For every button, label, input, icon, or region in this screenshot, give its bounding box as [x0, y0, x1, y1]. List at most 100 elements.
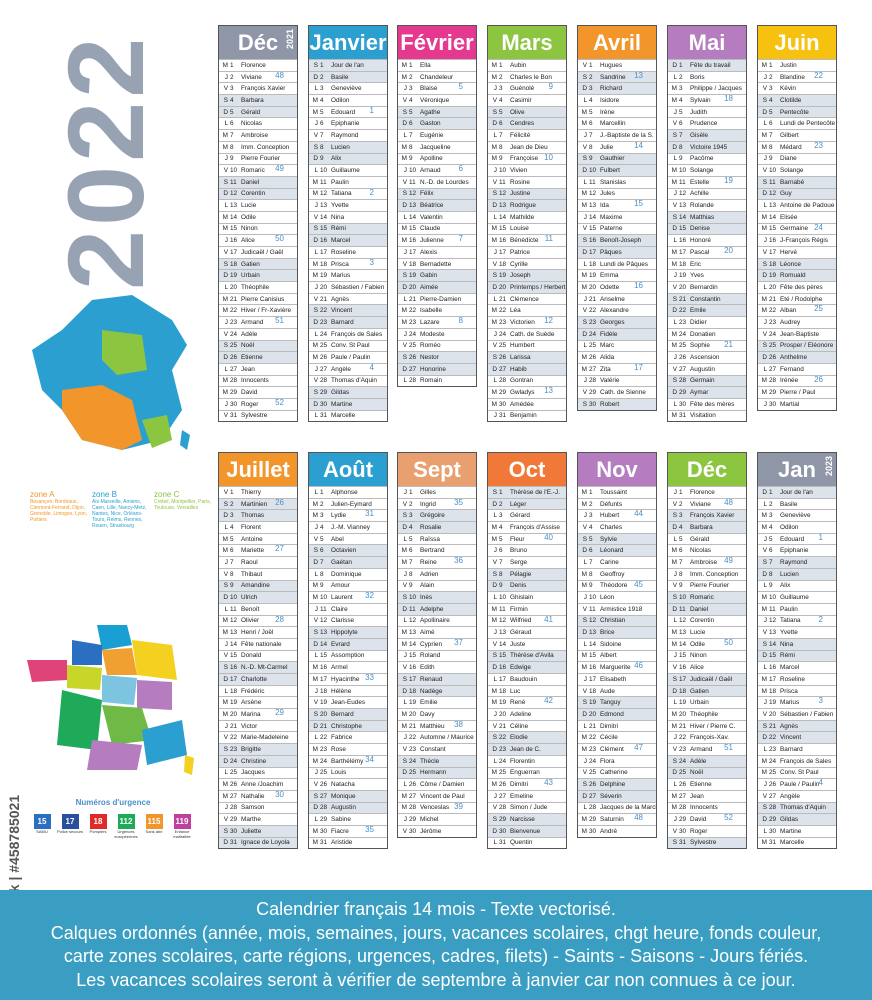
day-letter: V: [223, 816, 228, 824]
day-number: 16: [769, 237, 777, 245]
saint-name: Marcel: [331, 237, 351, 245]
day-row: M 1 Florence: [219, 59, 297, 71]
day-row: M 1 Toussaint: [578, 486, 656, 498]
day-number: 2: [589, 73, 593, 81]
day-row: D 3 Richard: [578, 82, 656, 95]
day-row: D 2 Basile: [309, 70, 387, 83]
day-letter: M: [761, 143, 767, 151]
day-row: J 19 Yves: [668, 269, 746, 281]
week-number: 4: [369, 362, 374, 372]
day-number: 21: [679, 295, 687, 303]
day-number: 1: [230, 61, 234, 69]
day-row: V 11 N.-D. de Lourdes: [398, 175, 476, 188]
day-letter: M: [222, 131, 228, 139]
day-number: 14: [230, 213, 238, 221]
month-11: Nov M 1 Toussaint M 2 Défunts J 3 Hubert 44 V 4 Charl…: [577, 452, 657, 838]
day-number: 16: [230, 237, 238, 245]
day-number: 15: [499, 225, 507, 233]
day-row: J 10 Arnaud 6: [398, 164, 476, 176]
day-row: J 2 Blandine 22: [758, 70, 836, 83]
day-letter: D: [402, 283, 407, 291]
day-letter: D: [223, 272, 228, 280]
saint-name: Marius: [331, 272, 351, 280]
day-number: 13: [769, 202, 777, 210]
month-name: Février: [400, 29, 474, 55]
day-row: D 13 Brice: [578, 626, 656, 638]
day-letter: S: [223, 582, 228, 590]
saint-name: Rodrigue: [510, 202, 536, 210]
day-number: 24: [499, 330, 507, 338]
saint-name: Christine: [241, 757, 267, 765]
saint-name: Michel: [420, 816, 439, 824]
saint-name: Richard: [600, 85, 623, 93]
day-number: 21: [769, 295, 777, 303]
day-letter: V: [672, 582, 677, 590]
day-letter: D: [402, 523, 407, 531]
saint-name: Zita: [600, 365, 611, 373]
day-letter: J: [403, 488, 407, 496]
day-row: V 27 Angèle: [758, 789, 836, 802]
day-number: 1: [589, 61, 593, 69]
month-8: Août L 1 Alphonse M 2 Julien-Eymard M 3 Lydie 31 J 4…: [308, 452, 388, 850]
day-row: V 8 Thibaut: [219, 567, 297, 580]
saint-name: Hiver / Pierre C.: [690, 722, 736, 730]
day-number: 24: [679, 330, 687, 338]
day-letter: M: [312, 190, 318, 198]
month-name: Mars: [501, 29, 553, 55]
day-letter: M: [581, 500, 587, 508]
day-row: D 20 Edmond: [578, 708, 656, 720]
day-letter: S: [492, 272, 497, 280]
day-letter: V: [672, 664, 677, 672]
saint-name: Brigitte: [241, 745, 261, 753]
day-row: V 31 Sylvestre: [219, 409, 297, 422]
day-row: V 21 Agnès: [309, 292, 387, 305]
day-number: 14: [320, 213, 328, 221]
day-row: J 23 Audrey: [758, 316, 836, 328]
week-number: 21: [724, 339, 733, 349]
day-letter: J: [493, 248, 497, 256]
saint-name: Chandeleur: [420, 73, 454, 81]
day-letter: D: [582, 248, 587, 256]
emergency-label: Pompiers: [89, 829, 107, 834]
saint-name: Juliette: [241, 827, 262, 835]
saint-name: Emma: [600, 272, 619, 280]
month-name: Mai: [688, 29, 726, 55]
day-number: 21: [409, 295, 417, 303]
day-letter: M: [491, 73, 497, 81]
day-letter: M: [581, 816, 587, 824]
saint-name: Gisèle: [690, 131, 709, 139]
day-row: V 10 Romaric 49: [219, 164, 297, 176]
day-row: M 29 Saturnin 48: [578, 813, 656, 825]
day-row: V 16 Edith: [398, 661, 476, 673]
day-letter: S: [762, 178, 767, 186]
emergency-item: 115 Sans abri: [140, 811, 168, 834]
day-number: 4: [409, 523, 413, 531]
day-letter: S: [762, 722, 767, 730]
day-number: 3: [230, 85, 234, 93]
saint-name: Basile: [780, 500, 798, 508]
day-letter: S: [223, 664, 228, 672]
day-letter: L: [314, 330, 318, 338]
saint-name: Ambroise: [241, 131, 268, 139]
day-letter: M: [671, 96, 677, 104]
day-number: 22: [769, 734, 777, 742]
day-row: M 3 Lydie 31: [309, 509, 387, 521]
month-header: Janvier: [309, 26, 387, 59]
day-letter: L: [224, 283, 228, 291]
saint-name: Pierre Fourier: [241, 155, 281, 163]
day-letter: M: [671, 558, 677, 566]
day-number: 23: [320, 745, 328, 753]
saint-name: Bienvenue: [510, 827, 541, 835]
day-letter: J: [493, 547, 497, 555]
saint-name: Gilles: [420, 488, 436, 496]
day-letter: L: [583, 260, 587, 268]
day-letter: M: [761, 307, 767, 315]
day-row: J 27 Angèle 4: [309, 362, 387, 375]
day-row: D 8 Lucien: [758, 567, 836, 580]
day-letter: J: [493, 412, 497, 420]
day-row: L 10 Guillaume: [309, 164, 387, 176]
saint-name: Tatiana: [331, 190, 352, 198]
day-number: 12: [679, 617, 687, 625]
day-letter: S: [492, 488, 497, 496]
day-number: 4: [589, 96, 593, 104]
